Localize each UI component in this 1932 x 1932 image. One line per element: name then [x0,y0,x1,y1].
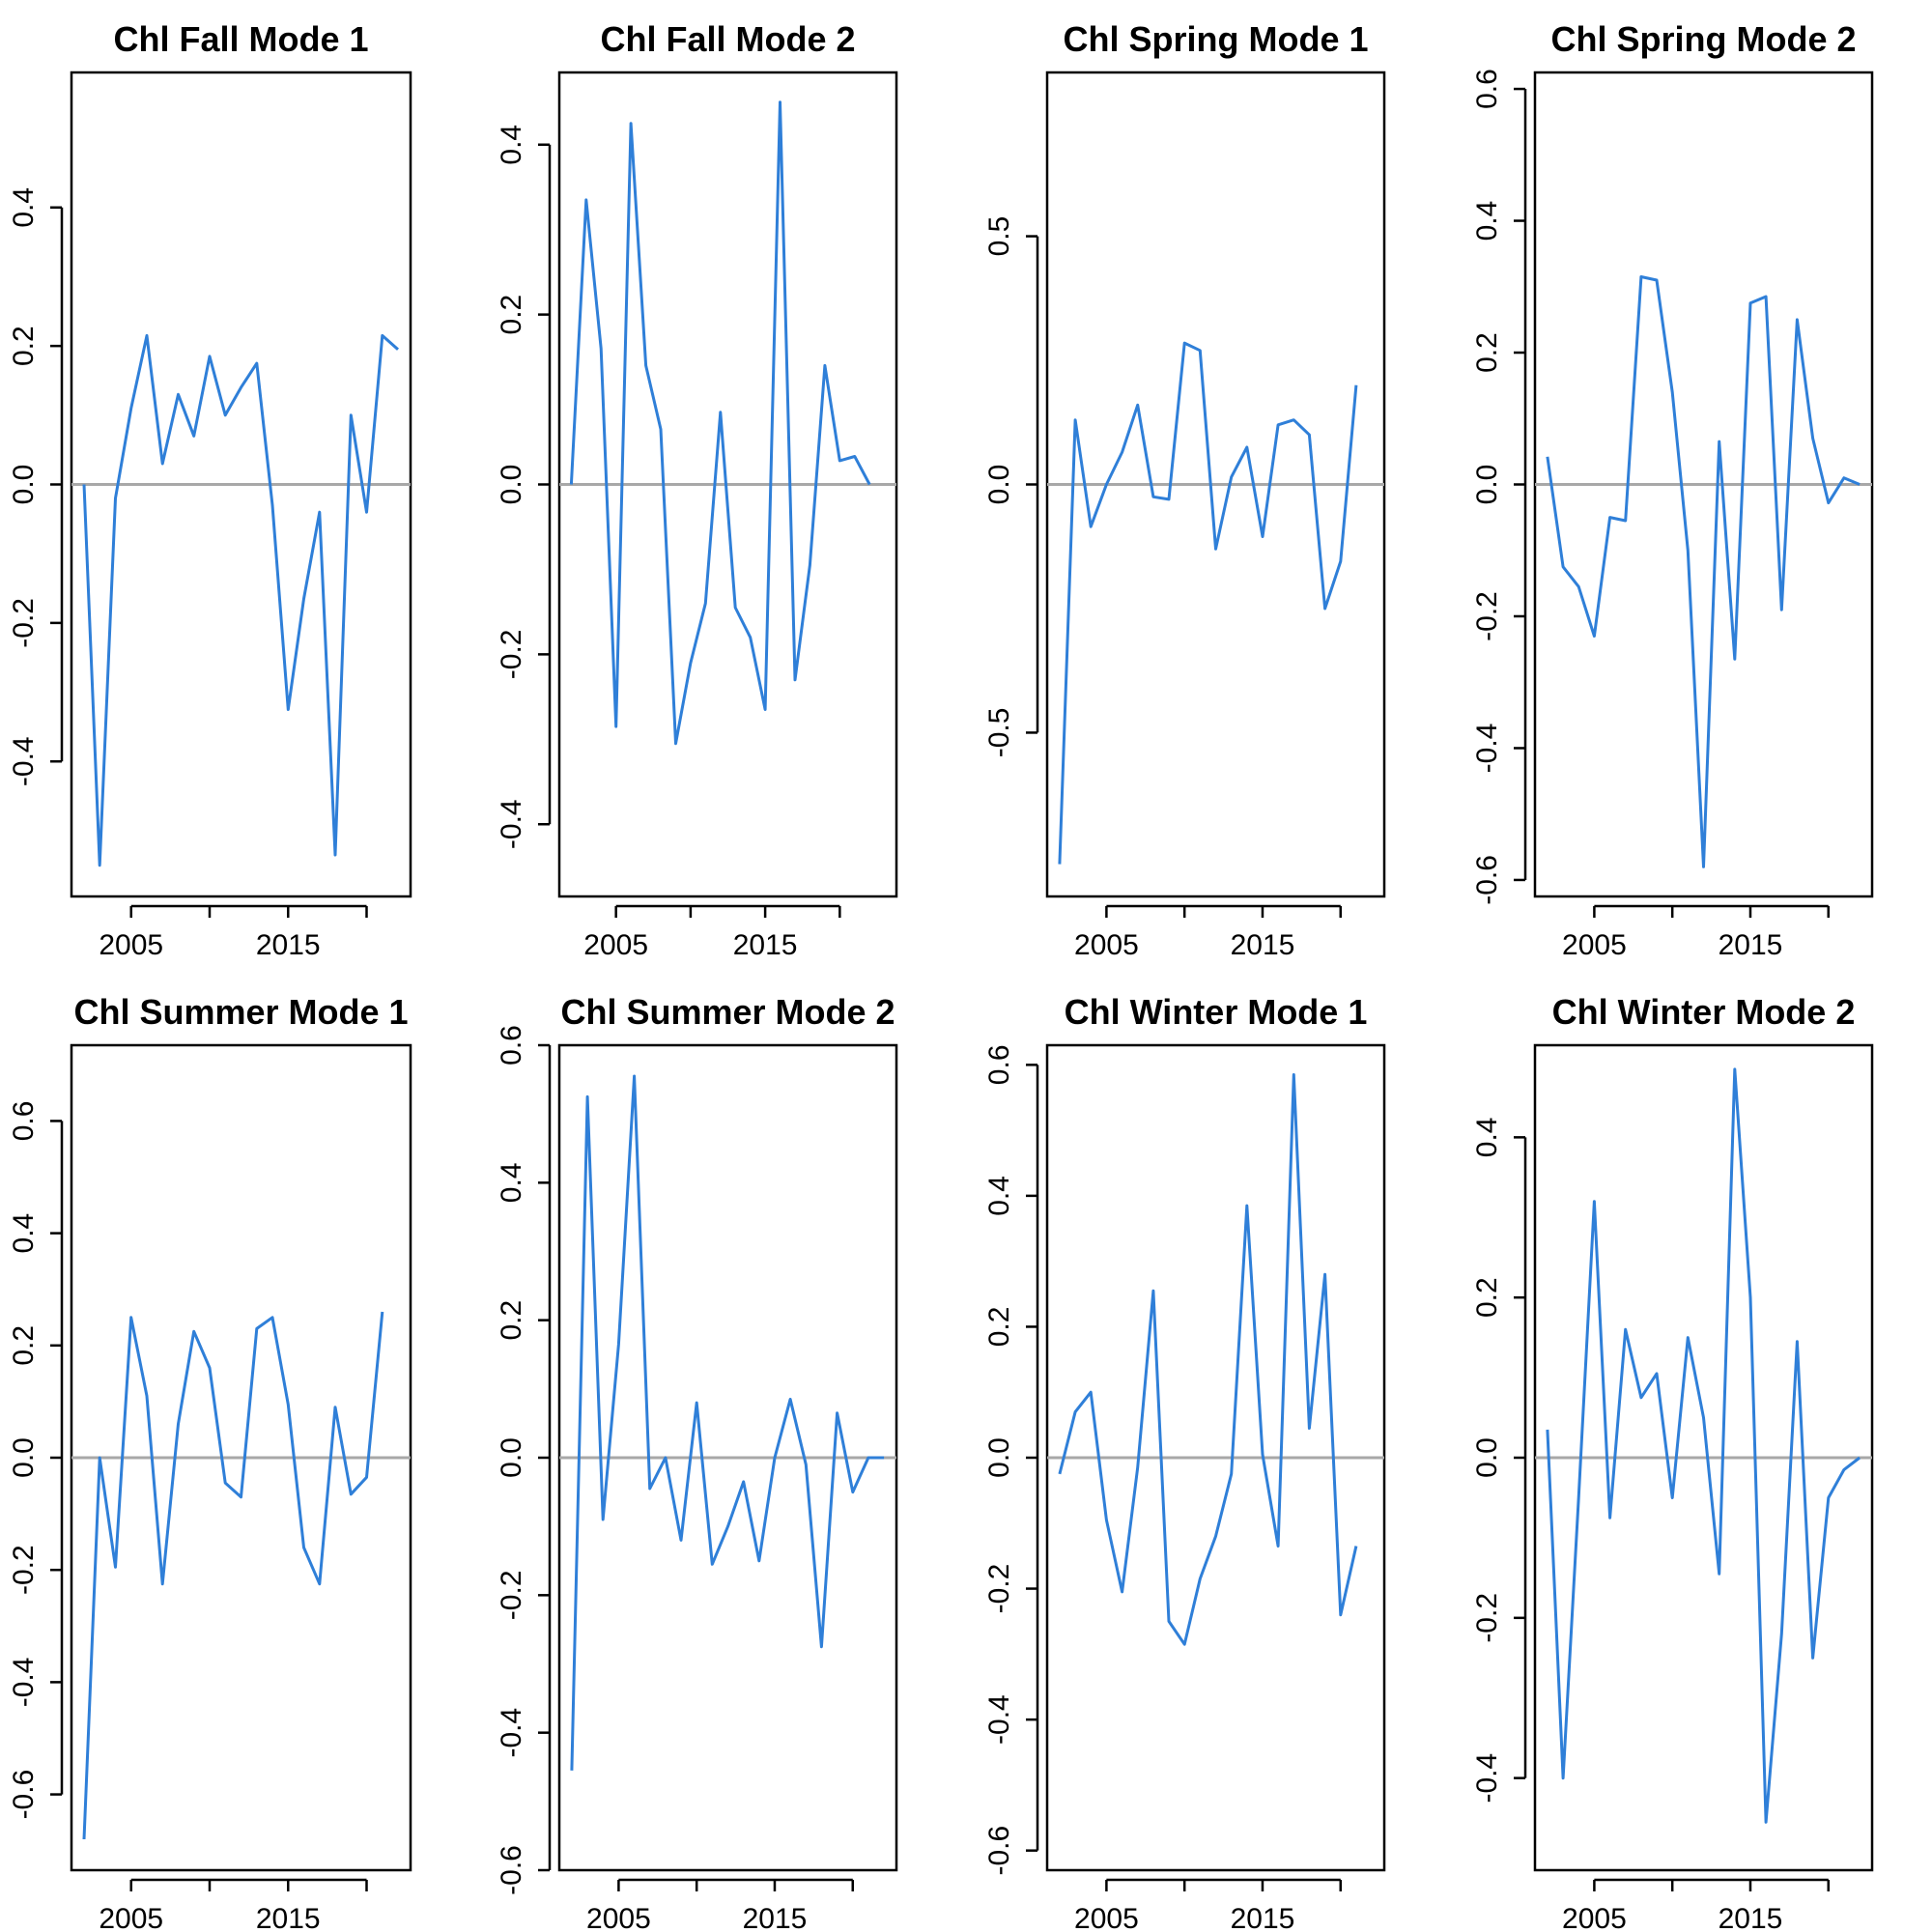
y-tick-label: -0.4 [496,799,527,849]
series-line [1546,1067,1861,1824]
x-tick-label: 2015 [733,929,798,961]
x-tick-label: 2005 [1562,929,1627,961]
chart-panel-8: Chl Winter Mode 2 -0.4 -0.2 0.0 0.2 0.4 2005 20… [1471,992,1874,1932]
y-tick-label: 0.6 [1471,69,1503,109]
x-tick-label: 2015 [1719,1903,1783,1932]
x-tick-label: 2005 [1074,929,1139,961]
y-tick-label: 0.0 [1471,1437,1503,1478]
panel-title: Chl Fall Mode 2 [600,19,855,59]
series-line [1058,1073,1358,1646]
y-tick-label: -0.6 [496,1845,527,1895]
y-tick-label: -0.2 [1471,1593,1503,1643]
panel-title: Chl Summer Mode 2 [560,992,895,1032]
x-tick-label: 2005 [583,929,648,961]
y-tick-label: 0.5 [983,216,1015,257]
x-tick-label: 2005 [1562,1903,1627,1932]
y-tick-label: 0.4 [496,1162,527,1203]
chart-panel-7: Chl Winter Mode 1 -0.6 -0.4 -0.2 0.0 0.2 0.4 0.… [983,992,1386,1932]
x-tick-label: 2015 [1231,1903,1295,1932]
y-tick-label: 0.2 [496,1300,527,1341]
y-tick-label: -0.4 [8,736,40,786]
series-line [569,100,871,746]
y-tick-label: 0.4 [983,1176,1015,1216]
y-tick-label: 0.4 [1471,201,1503,242]
y-tick-label: 0.2 [1471,1277,1503,1318]
panel-title: Chl Summer Mode 1 [73,992,408,1032]
x-tick-label: 2015 [256,1903,321,1932]
chart-panel-4: Chl Spring Mode 2 -0.6 -0.4 -0.2 0.0 0.2 0.4 0.… [1471,19,1874,961]
y-tick-label: -0.4 [8,1658,40,1708]
y-tick-label: 0.0 [983,1437,1015,1478]
y-tick-label: -0.6 [983,1826,1015,1876]
y-tick-label: -0.2 [8,1545,40,1595]
x-tick-label: 2005 [586,1903,651,1932]
y-tick-label: 0.0 [1471,465,1503,505]
panel-title: Chl Spring Mode 1 [1063,19,1368,59]
chart-panel-3: Chl Spring Mode 1 -0.5 0.0 0.5 2005 2015 [983,19,1386,961]
panel-title: Chl Fall Mode 1 [113,19,368,59]
chart-panel-2: Chl Fall Mode 2 -0.4 -0.2 0.0 0.2 0.4 2005 2015 [496,19,898,961]
series-line [82,1311,384,1840]
y-tick-label: 0.4 [496,125,527,165]
x-tick-label: 2015 [743,1903,808,1932]
y-tick-label: 0.0 [496,1437,527,1478]
y-tick-label: -0.2 [8,598,40,648]
y-tick-label: 0.0 [8,465,40,505]
y-tick-label: -0.2 [496,630,527,680]
y-tick-label: -0.6 [8,1770,40,1820]
x-tick-label: 2015 [1719,929,1783,961]
y-tick-label: 0.2 [1471,332,1503,373]
y-tick-label: -0.4 [1471,724,1503,774]
chart-panel-6: Chl Summer Mode 2 -0.6 -0.4 -0.2 0.0 0.2 0.4 0.… [496,992,898,1932]
y-tick-label: -0.4 [496,1708,527,1758]
y-tick-label: 0.4 [1471,1117,1503,1157]
x-tick-label: 2005 [1074,1903,1139,1932]
series-line [1058,341,1358,865]
y-tick-label: 0.0 [496,465,527,505]
y-tick-label: -0.6 [1471,855,1503,905]
y-tick-label: -0.2 [496,1570,527,1620]
y-tick-label: 0.2 [8,326,40,366]
series-line [1546,275,1861,868]
series-line [82,333,399,867]
x-tick-label: 2015 [256,929,321,961]
y-tick-label: -0.4 [1471,1753,1503,1804]
y-tick-label: 0.0 [8,1437,40,1478]
y-tick-label: 0.4 [8,1213,40,1254]
y-tick-label: 0.6 [8,1101,40,1142]
y-tick-label: 0.2 [983,1307,1015,1348]
y-tick-label: 0.6 [496,1025,527,1065]
x-tick-label: 2005 [99,1903,163,1932]
y-tick-label: -0.2 [983,1564,1015,1614]
y-tick-label: 0.4 [8,187,40,228]
panel-title: Chl Winter Mode 2 [1552,992,1856,1032]
y-tick-label: -0.5 [983,708,1015,758]
panel-title: Chl Spring Mode 2 [1550,19,1856,59]
y-tick-label: 0.6 [983,1044,1015,1085]
y-tick-label: -0.4 [983,1694,1015,1745]
y-tick-label: -0.2 [1471,591,1503,641]
chart-panel-1: Chl Fall Mode 1 -0.4 -0.2 0.0 0.2 0.4 2005 2015 [8,19,412,961]
y-tick-label: 0.2 [496,295,527,335]
x-tick-label: 2015 [1231,929,1295,961]
x-tick-label: 2005 [99,929,163,961]
panel-title: Chl Winter Mode 1 [1065,992,1368,1032]
series-line [570,1074,885,1771]
chart-panel-5: Chl Summer Mode 1 -0.6 -0.4 -0.2 0.0 0.2 0.4 0.… [8,992,412,1932]
y-tick-label: 0.0 [983,465,1015,505]
y-tick-label: 0.2 [8,1325,40,1366]
